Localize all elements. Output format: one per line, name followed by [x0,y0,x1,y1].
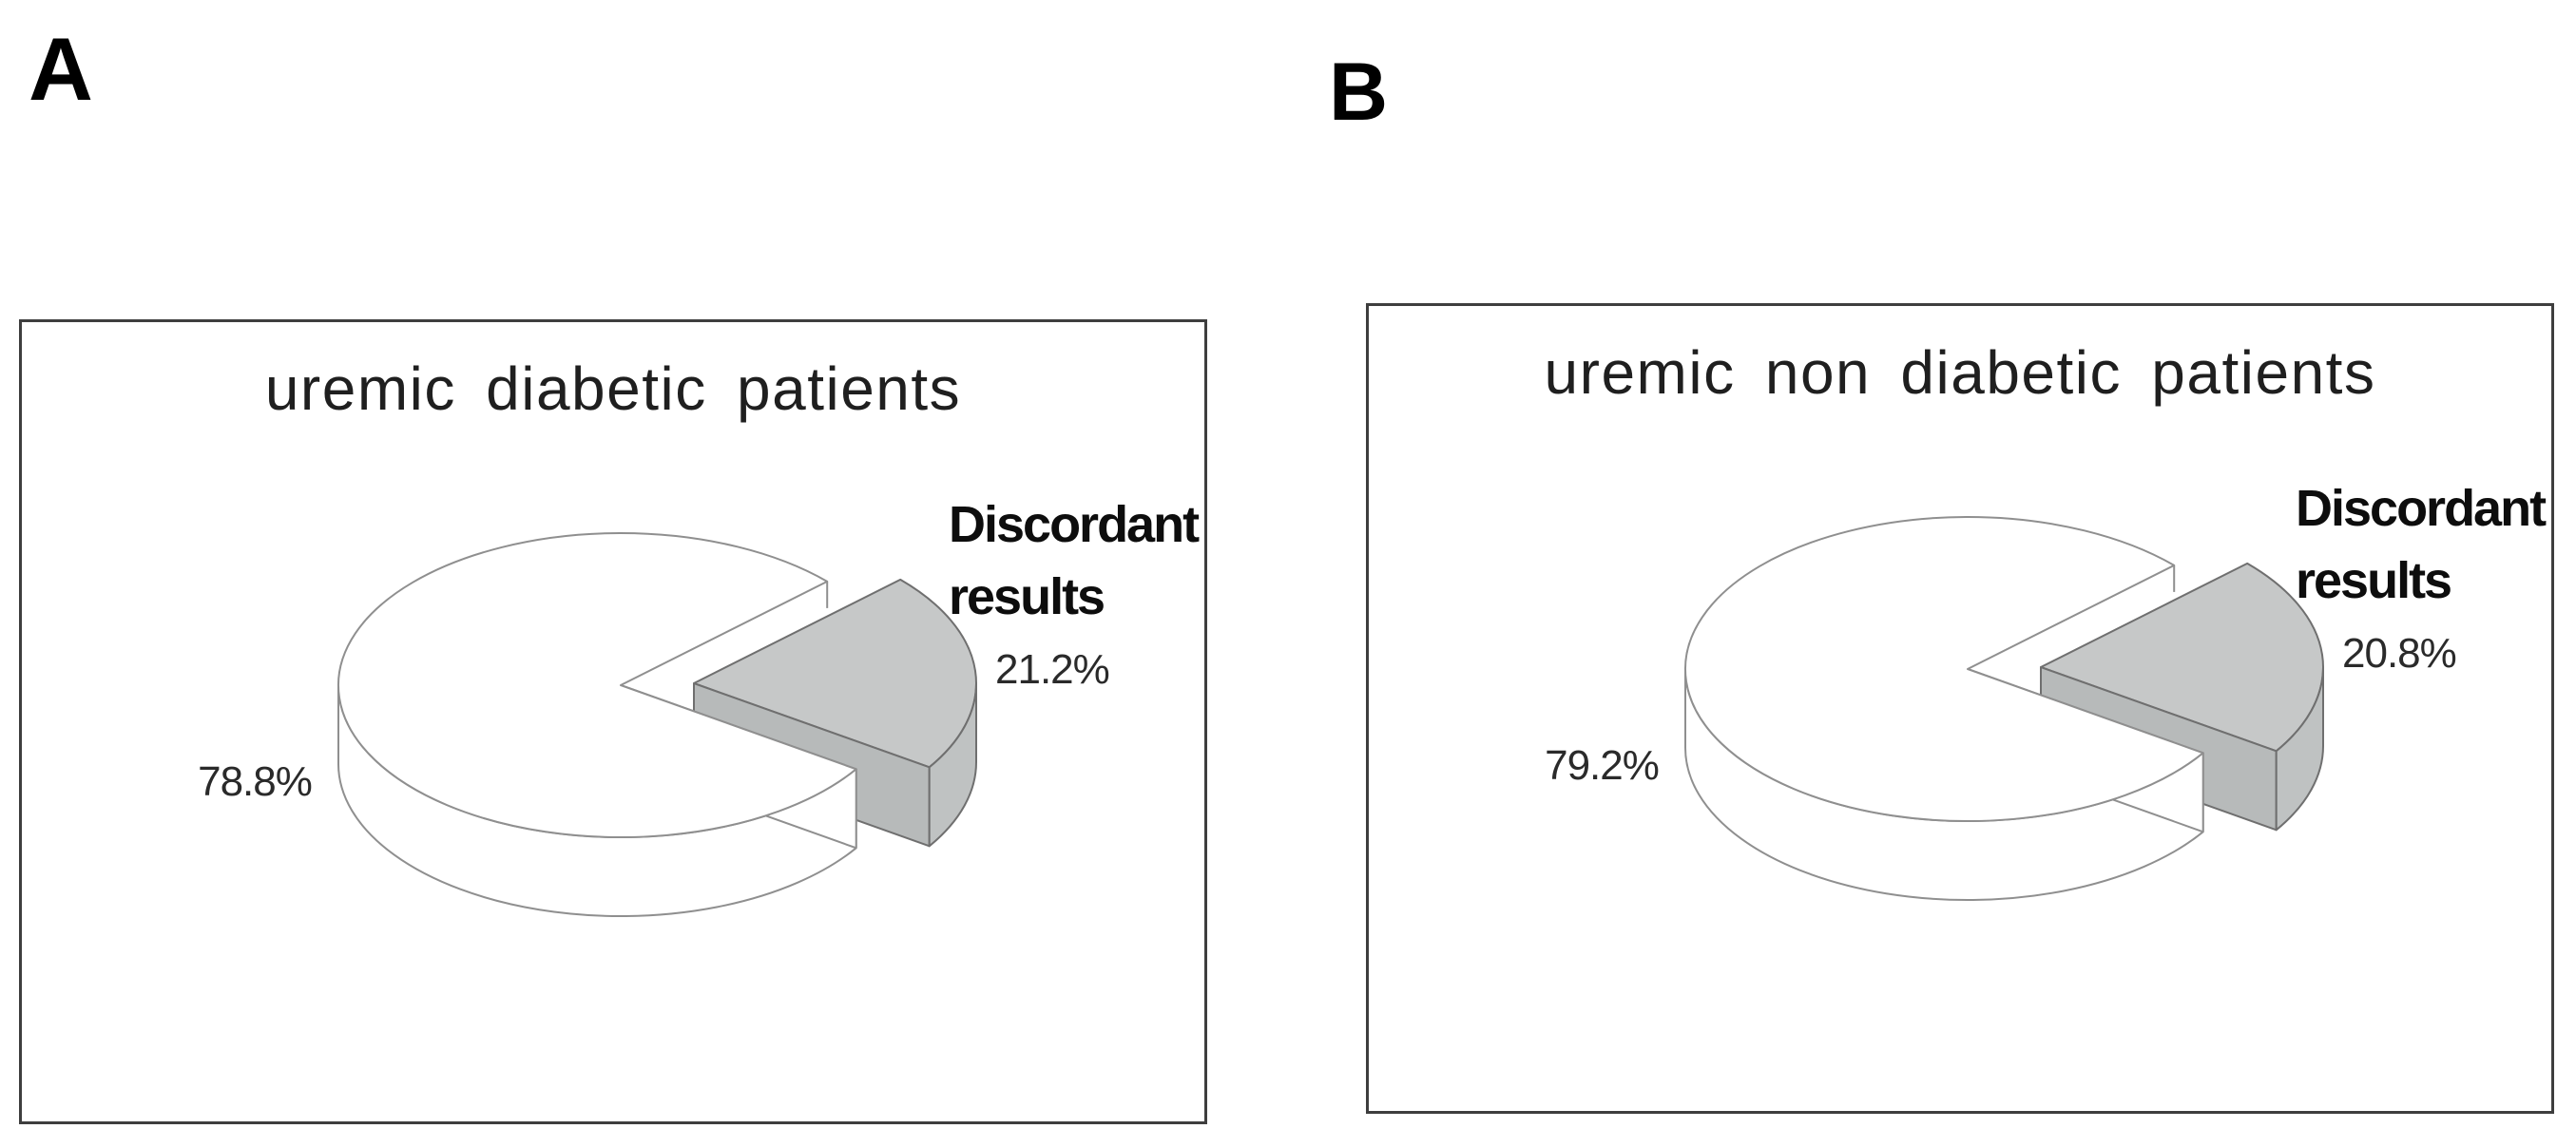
panel-a-title: uremic diabetic patients [264,354,962,423]
panel-a-majority-percent-label: 78.8% [198,758,313,805]
panel-a-pie-chart [337,532,977,917]
panel-b-tag: B [1329,47,1389,138]
panel-b-minority-label-line1: Discordant [2296,480,2547,537]
majority-slice-top-face [1684,516,2204,822]
panel-b-pie-chart [1684,516,2324,901]
panel-b-majority-percent-label: 79.2% [1545,742,1660,789]
panel-a-tag: A [29,19,93,119]
panel-b: uremic non diabetic patients 79.2% Disco… [1366,303,2554,1114]
panel-b-title: uremic non diabetic patients [1544,338,2376,407]
panel-a: uremic diabetic patients 78.8% Discordan… [19,319,1207,1124]
panel-b-minority-percent-label: 20.8% [2342,630,2457,677]
panel-a-minority-label-line2: results [949,568,1105,625]
majority-slice-top-face [337,532,857,838]
panel-a-minority-label-line1: Discordant [949,496,1200,553]
panel-b-minority-label-line2: results [2296,552,2452,609]
minority-slice-rim-face [2275,666,2324,832]
panel-a-minority-percent-label: 21.2% [995,646,1110,693]
minority-slice-rim-face [928,682,977,848]
